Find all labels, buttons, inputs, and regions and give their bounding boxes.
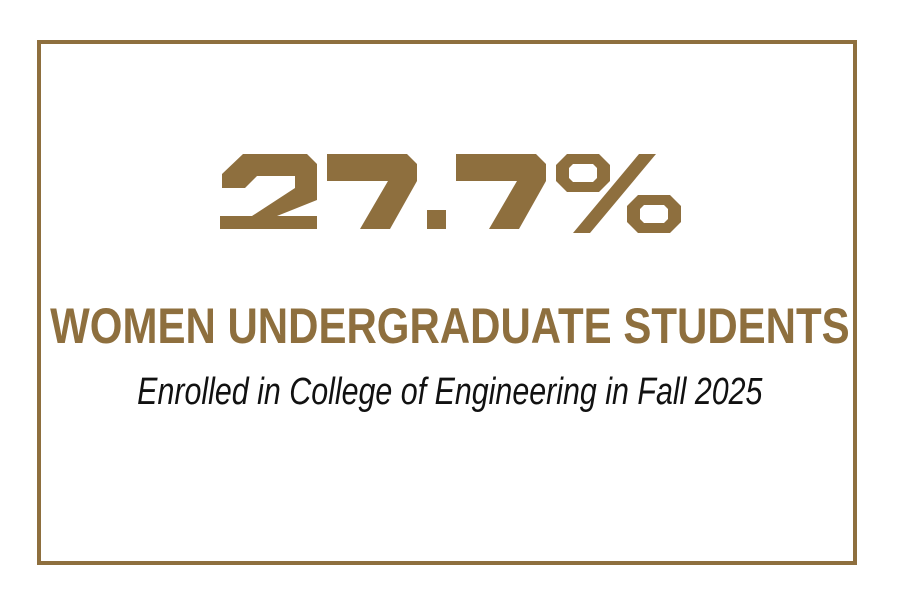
stat-description: Enrolled in College of Engineering in Fa…: [137, 371, 763, 413]
stat-glyph: [555, 154, 681, 233]
stat-value: [219, 150, 681, 233]
stat-label: WOMEN UNDERGRADUATE STUDENTS: [50, 298, 850, 354]
stat-glyph: [426, 210, 446, 229]
stat-glyph: [326, 154, 417, 229]
stat-glyph: [219, 154, 317, 229]
decorative-border: [37, 40, 857, 565]
stat-glyph: [455, 154, 546, 229]
